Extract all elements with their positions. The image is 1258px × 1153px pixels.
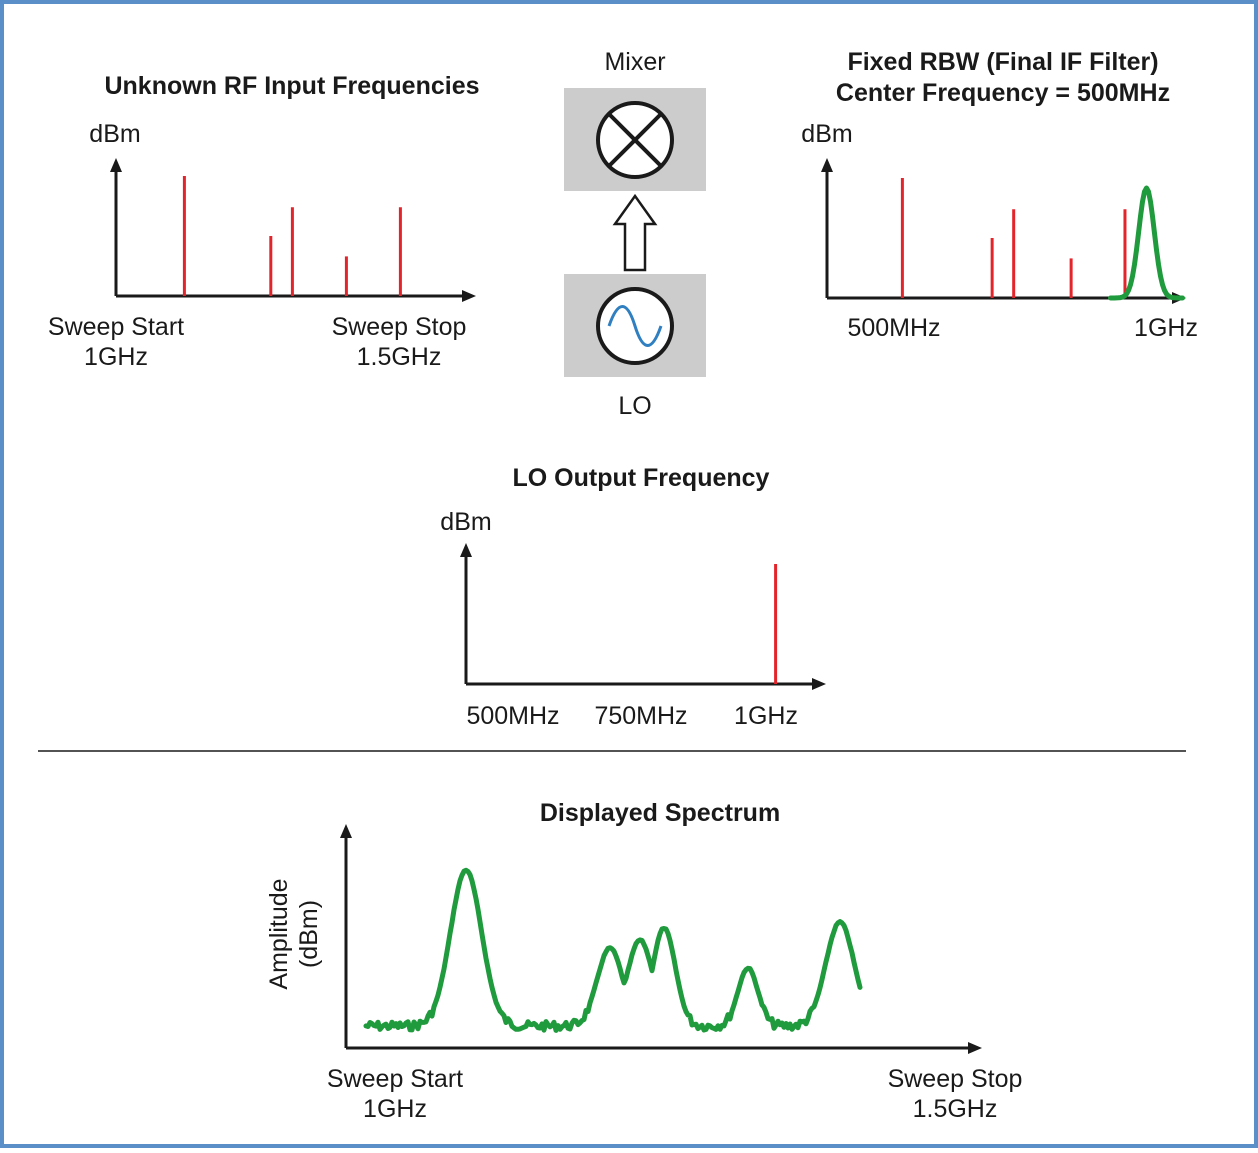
rbw-ylabel: dBm	[801, 120, 852, 148]
rbw-x-start: 500MHz	[847, 314, 940, 342]
rf-input-stop-value: 1.5GHz	[357, 343, 442, 371]
display-ylabel-line1: Amplitude	[265, 878, 293, 989]
lo-output-panel: LO Output Frequency dBm 500MHz 750MHz 1G…	[440, 464, 826, 730]
rf-input-y-arrow	[110, 158, 122, 172]
rbw-signals	[900, 178, 1127, 298]
lo-output-tick: 1GHz	[734, 702, 798, 730]
lo-output-tick: 750MHz	[594, 702, 687, 730]
rbw-filter-curve	[1108, 185, 1185, 301]
rf-input-title: Unknown RF Input Frequencies	[104, 72, 479, 100]
lo-output-x-arrow	[812, 678, 826, 690]
rbw-title-line1: Fixed RBW (Final IF Filter)	[847, 48, 1158, 76]
display-title: Displayed Spectrum	[540, 799, 780, 827]
display-ylabel-line2: (dBm)	[295, 900, 323, 968]
mixer-label: Mixer	[604, 48, 665, 76]
display-stop-value: 1.5GHz	[913, 1095, 998, 1123]
display-start-value: 1GHz	[363, 1095, 427, 1123]
lo-to-mixer-arrow	[612, 193, 658, 272]
display-start-label: Sweep Start	[327, 1065, 463, 1093]
rf-input-stop-label: Sweep Stop	[332, 313, 467, 341]
rf-input-panel: Unknown RF Input Frequencies dBm Sweep S…	[48, 72, 480, 371]
lo-output-title: LO Output Frequency	[513, 464, 770, 492]
rf-input-signals	[182, 176, 402, 296]
rf-input-start-label: Sweep Start	[48, 313, 184, 341]
display-x-arrow	[968, 1042, 982, 1054]
mixer-block: Mixer LO	[562, 48, 708, 420]
sine-wave-icon	[596, 287, 674, 365]
rbw-x-end: 1GHz	[1134, 314, 1198, 342]
rbw-title-line2: Center Frequency = 500MHz	[836, 79, 1170, 107]
rf-input-ylabel: dBm	[89, 120, 140, 148]
lo-output-tick: 500MHz	[466, 702, 559, 730]
displayed-spectrum-trace	[363, 867, 863, 1033]
rbw-y-arrow	[821, 158, 833, 172]
mixer-x-icon	[596, 101, 674, 179]
lo-label: LO	[618, 392, 651, 420]
displayed-spectrum-panel: Displayed Spectrum Amplitude (dBm) Sweep…	[265, 799, 1022, 1123]
rf-input-x-arrow	[462, 290, 476, 302]
lo-output-y-arrow	[460, 543, 472, 557]
rbw-panel: Fixed RBW (Final IF Filter) Center Frequ…	[801, 48, 1198, 342]
rf-input-start-value: 1GHz	[84, 343, 148, 371]
display-stop-label: Sweep Stop	[888, 1065, 1023, 1093]
lo-output-ylabel: dBm	[440, 508, 491, 536]
display-y-arrow	[340, 824, 352, 838]
